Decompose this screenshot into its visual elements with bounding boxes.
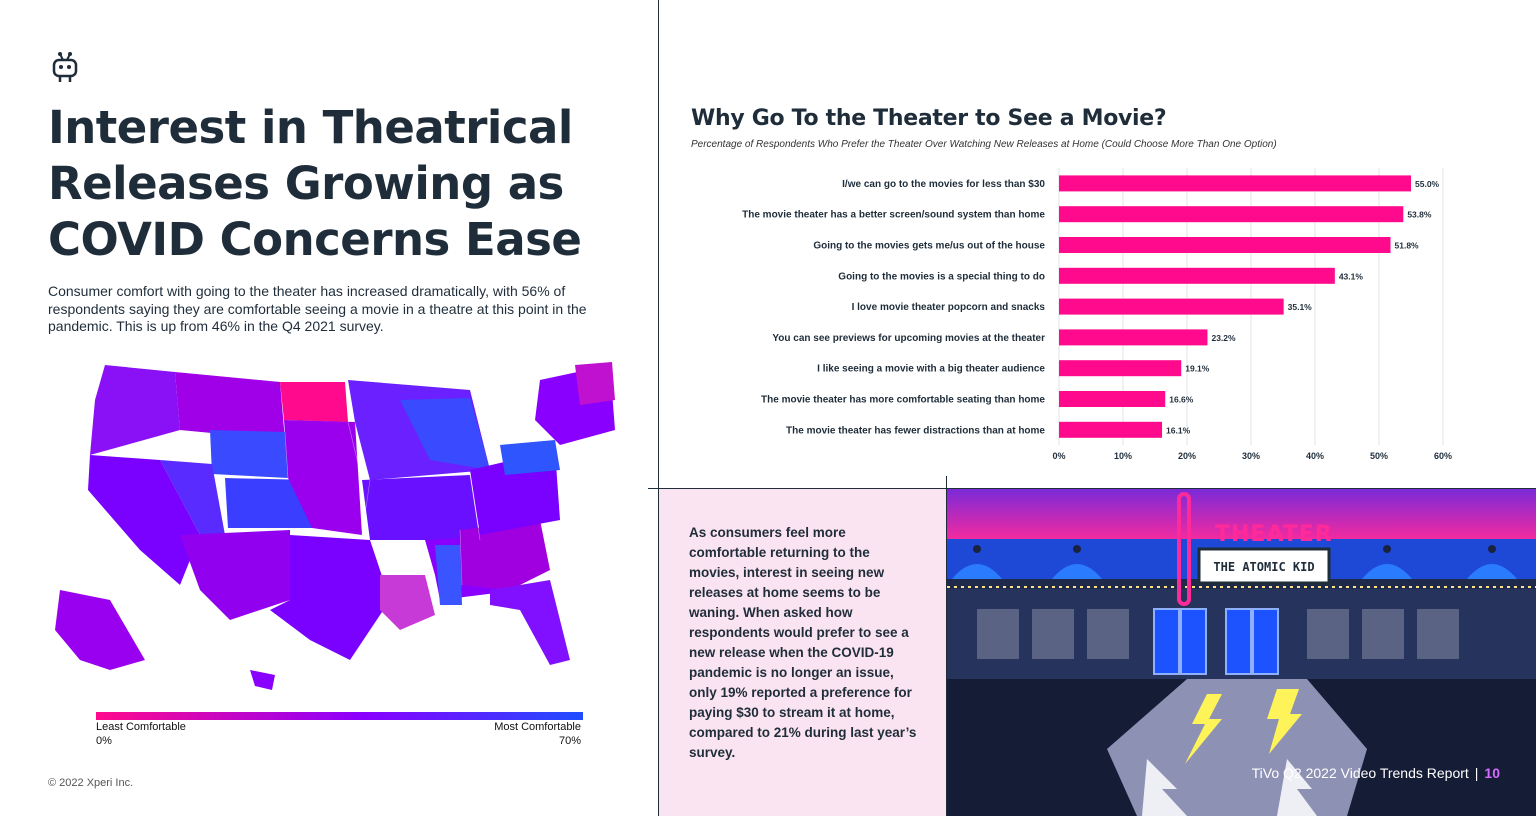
chart-bar — [1059, 206, 1404, 223]
vertical-divider-lower — [946, 476, 947, 816]
chart-x-tick-label: 50% — [1370, 451, 1388, 460]
chart-bar — [1059, 360, 1182, 377]
map-region-central — [362, 475, 480, 540]
footer-report-title: TiVo Q2 2022 Video Trends Report — [1251, 765, 1469, 781]
map-region-southeast — [460, 520, 550, 590]
chart-x-tick-label: 40% — [1306, 451, 1324, 460]
lightning-left-icon — [1185, 694, 1222, 764]
chart-x-tick-label: 20% — [1178, 451, 1196, 460]
chart-bar — [1059, 237, 1391, 253]
chart-x-tick-label: 0% — [1052, 451, 1065, 460]
map-region-dakota — [280, 382, 348, 422]
page-number: 10 — [1484, 765, 1500, 781]
footer-separator: | — [1474, 765, 1479, 781]
chart-bar — [1059, 391, 1166, 407]
legend-min-label: Least Comfortable — [96, 721, 186, 733]
legend-min-value: 0% — [96, 735, 112, 747]
chart-category-label: The movie theater has a better screen/so… — [742, 210, 1045, 221]
chart-value-label: 16.1% — [1166, 425, 1191, 435]
chart-category-label: The movie theater has more comfortable s… — [761, 395, 1045, 406]
theater-sign-text: THEATER — [1215, 522, 1333, 547]
theater-marquee-text: THE ATOMIC KID — [1213, 560, 1314, 574]
map-region-southwest — [180, 530, 290, 620]
chart-bar — [1059, 421, 1163, 438]
map-region-colorado — [225, 478, 312, 528]
chart-value-label: 19.1% — [1185, 364, 1210, 374]
chart-x-tick-label: 60% — [1434, 451, 1452, 460]
chart-bar — [1059, 298, 1284, 315]
chart-subtitle: Percentage of Respondents Who Prefer the… — [691, 139, 1277, 150]
page-headline: Interest in Theatrical Releases Growing … — [48, 101, 582, 266]
chart-value-label: 55.0% — [1415, 179, 1440, 189]
map-region-louisiana — [380, 575, 435, 630]
chart-bar — [1059, 329, 1208, 346]
legend-gradient-bar — [96, 712, 583, 720]
vertical-divider — [658, 0, 659, 816]
intro-paragraph: Consumer comfort with going to the theat… — [48, 283, 587, 334]
chart-category-label: I love movie theater popcorn and snacks — [852, 302, 1046, 313]
chart-value-label: 51.8% — [1395, 241, 1420, 251]
map-region-alabama — [435, 545, 462, 605]
theater-illustration: THEATER THE ATOMIC KID — [947, 489, 1536, 816]
chart-title: Why Go To the Theater to See a Movie? — [691, 106, 1167, 131]
chart-value-label: 16.6% — [1169, 395, 1194, 405]
chart-x-tick-label: 10% — [1114, 451, 1132, 460]
chart-value-label: 23.2% — [1211, 333, 1236, 343]
chart-value-label: 43.1% — [1339, 271, 1364, 281]
legend-max-label: Most Comfortable — [494, 721, 581, 733]
theater-reasons-bar-chart: 0% 10% 20% 30% 40% 50% 60% I/we can go to the m… — [742, 168, 1452, 460]
map-region-florida — [490, 580, 570, 665]
map-region-mountain-north — [175, 372, 285, 440]
chart-bar — [1059, 267, 1335, 284]
chart-value-label: 53.8% — [1407, 210, 1432, 220]
map-region-texas — [270, 535, 390, 660]
tivo-logo-icon — [52, 52, 78, 82]
map-region-mid-atlantic — [500, 440, 560, 475]
legend-max-value: 70% — [558, 735, 581, 747]
chart-bar — [1059, 175, 1411, 192]
quote-text: As consumers feel more comfortable retur… — [689, 525, 917, 760]
chart-category-label: I like seeing a movie with a big theater… — [817, 364, 1045, 375]
us-comfort-map — [55, 362, 615, 690]
chart-category-label: Going to the movies gets me/us out of th… — [813, 241, 1045, 252]
quote-panel — [659, 489, 946, 816]
chart-category-label: Going to the movies is a special thing t… — [838, 271, 1045, 282]
horizontal-divider — [648, 488, 1536, 489]
map-region-great-lakes — [400, 398, 490, 470]
theater-sky — [947, 489, 1536, 544]
map-region-hawaii — [250, 670, 275, 690]
map-region-alaska — [55, 590, 145, 670]
map-region-nevada-utah — [160, 460, 225, 535]
map-region-plains — [284, 420, 362, 535]
theater-marquee — [1197, 547, 1331, 585]
footer: TiVo Q2 2022 Video Trends Report | 10 — [1200, 765, 1500, 781]
copyright: © 2022 Xperi Inc. — [48, 777, 134, 789]
map-region-northwest — [90, 365, 180, 455]
map-region-pacific — [88, 455, 200, 585]
chart-category-label: The movie theater has fewer distractions… — [786, 425, 1045, 436]
map-region-maine — [575, 362, 615, 405]
chart-category-label: You can see previews for upcoming movies… — [772, 333, 1045, 344]
lightning-right-icon — [1267, 689, 1302, 754]
chart-x-tick-label: 30% — [1242, 451, 1260, 460]
chart-category-label: I/we can go to the movies for less than … — [842, 179, 1045, 190]
map-region-wyoming — [210, 430, 288, 478]
chart-value-label: 35.1% — [1288, 302, 1313, 312]
